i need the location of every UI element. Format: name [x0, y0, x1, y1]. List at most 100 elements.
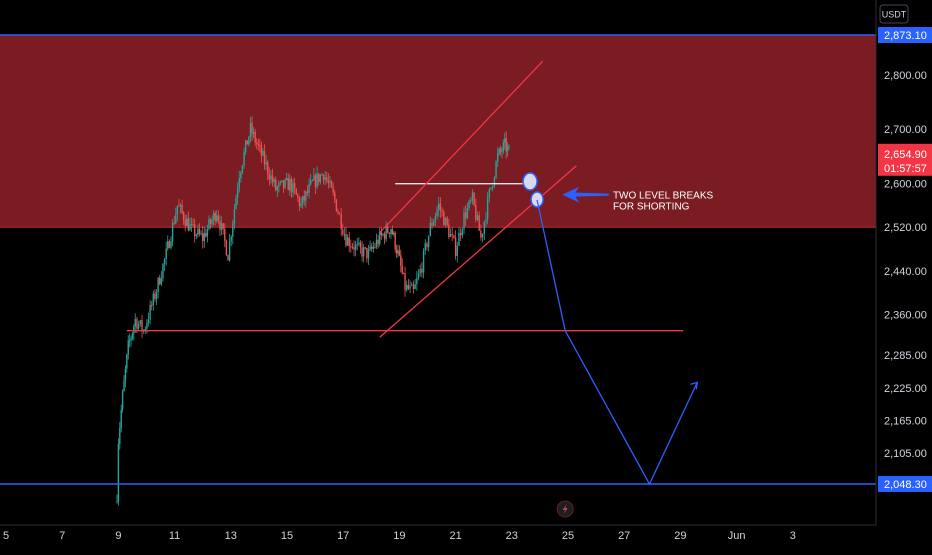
candle-body — [481, 233, 484, 238]
candle-body — [371, 246, 373, 249]
annotation-line-1: TWO LEVEL BREAKS — [613, 191, 714, 202]
candle-body — [268, 174, 271, 180]
candle-body — [398, 250, 401, 256]
candle-body — [273, 179, 275, 183]
candle-body — [367, 249, 370, 259]
candle-body — [211, 219, 213, 224]
candle-body — [414, 284, 416, 289]
candle-body — [216, 215, 218, 222]
candle-body — [504, 138, 506, 143]
candle-body — [422, 250, 425, 273]
candle-body — [313, 175, 315, 181]
candle-body — [483, 221, 485, 234]
candle-body — [490, 187, 492, 190]
candle-body — [146, 323, 148, 329]
channel-lower-line[interactable] — [379, 165, 577, 338]
candle-body — [241, 165, 244, 173]
candle-body — [297, 194, 299, 198]
candle-body — [451, 234, 453, 236]
candle-body — [324, 177, 326, 180]
candle-body — [175, 214, 177, 224]
candle-body — [137, 323, 140, 329]
candle-body — [506, 146, 509, 152]
candle-body — [254, 131, 256, 143]
candle-body — [244, 140, 247, 152]
candle-body — [385, 226, 387, 240]
candle-body — [330, 181, 333, 188]
candle-body — [429, 222, 432, 236]
candle-body — [155, 292, 158, 300]
candle-body — [366, 247, 368, 259]
candle-body — [168, 241, 171, 248]
candle-body — [388, 232, 391, 235]
candle-body — [163, 258, 166, 265]
x-tick-label: 17 — [337, 530, 349, 542]
projection-path[interactable] — [536, 199, 698, 486]
candle-body — [205, 233, 207, 237]
candle-body — [186, 218, 188, 226]
candle-body — [350, 246, 352, 248]
candle-body — [170, 241, 172, 248]
candle-body — [400, 255, 402, 266]
upper-level-badge[interactable] — [878, 27, 932, 43]
candle-body — [309, 180, 312, 185]
candle-body — [219, 221, 221, 230]
candle-body — [443, 211, 445, 226]
channel-upper-line[interactable] — [379, 60, 544, 234]
candle-body — [276, 187, 279, 191]
candle-body — [167, 241, 169, 249]
candle-body — [458, 232, 460, 246]
candle-body — [478, 215, 480, 231]
candle-body — [401, 265, 403, 273]
candle-body — [427, 235, 430, 248]
candle-body — [214, 213, 216, 222]
candle-body — [508, 145, 510, 147]
candle-body — [497, 153, 499, 162]
candle-body — [436, 209, 438, 217]
candle-body — [139, 320, 142, 324]
candle-body — [498, 148, 500, 154]
candle-body — [123, 380, 125, 392]
break-marker-2[interactable] — [530, 191, 544, 208]
candle-body — [298, 197, 301, 207]
x-tick-label: 11 — [169, 530, 180, 542]
candle-body — [473, 192, 475, 206]
y-tick-label: 2,285.00 — [884, 350, 927, 362]
candle-body — [267, 162, 269, 175]
candle-body — [248, 136, 250, 145]
price-axis[interactable] — [876, 0, 932, 550]
candle-body — [463, 212, 465, 230]
candle-body — [195, 234, 197, 237]
annotation-arrow[interactable] — [562, 186, 609, 203]
candle-body — [316, 173, 318, 188]
candle-body — [120, 409, 122, 428]
candle-body — [271, 175, 274, 183]
candle-body — [348, 237, 350, 247]
candle-body — [212, 213, 215, 220]
candle-body — [432, 221, 435, 226]
candle-body — [411, 284, 413, 286]
candle-body — [431, 222, 433, 226]
break-marker-1[interactable] — [522, 172, 538, 191]
supply-zone[interactable] — [0, 35, 876, 228]
countdown-label: 01:57:57 — [884, 163, 927, 175]
candle-body — [311, 180, 313, 182]
candle-body — [351, 246, 354, 248]
candle-body — [126, 354, 128, 369]
lower-level-badge[interactable] — [878, 476, 932, 493]
candle-body — [318, 173, 320, 183]
currency-button[interactable] — [879, 4, 909, 24]
candle-body — [471, 192, 474, 201]
candle-body — [354, 244, 357, 250]
candle-body — [249, 122, 252, 137]
candle-body — [374, 246, 376, 248]
candle-body — [154, 293, 156, 300]
candle-body — [362, 247, 365, 257]
upper-level-badge-label: 2,873.10 — [884, 30, 927, 42]
current-price-badge[interactable] — [878, 143, 932, 176]
time-axis[interactable] — [0, 525, 932, 550]
candle-body — [293, 182, 296, 189]
x-tick-label: 25 — [562, 530, 574, 542]
